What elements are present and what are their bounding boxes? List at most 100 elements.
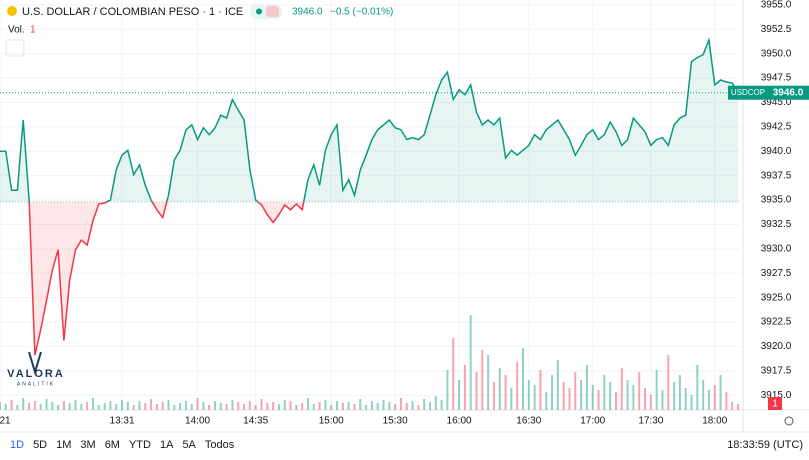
volume-bar xyxy=(452,338,455,410)
volume-bar xyxy=(510,388,513,410)
volume-bar xyxy=(580,380,583,410)
volume-bar xyxy=(591,385,594,410)
volume-bar xyxy=(167,400,170,410)
volume-bar xyxy=(632,385,635,410)
range-button[interactable]: 1D xyxy=(10,439,24,451)
y-tick-label: 3935.0 xyxy=(761,195,792,206)
volume-bar xyxy=(359,399,362,410)
volume-bar xyxy=(388,402,391,410)
volume-label: Vol. xyxy=(8,25,25,36)
volume-bar xyxy=(365,405,368,410)
volume-bar xyxy=(150,399,153,410)
range-button[interactable]: YTD xyxy=(129,439,151,451)
volume-bar xyxy=(109,401,112,410)
y-tick-label: 3947.5 xyxy=(761,73,792,84)
volume-bar xyxy=(266,403,269,410)
volume-bar xyxy=(545,392,548,410)
volume-bar xyxy=(138,401,141,410)
volume-bar xyxy=(411,401,414,410)
range-button[interactable]: 1A xyxy=(160,439,174,451)
watermark-name: VALORA xyxy=(7,368,65,380)
volume-bar xyxy=(202,402,205,410)
volume-bar xyxy=(562,382,565,410)
volume-bar xyxy=(214,401,217,410)
x-tick-label: 16:30 xyxy=(516,416,541,427)
volume-bar xyxy=(283,400,286,410)
status-eq xyxy=(266,6,279,17)
y-tick-label: 3927.5 xyxy=(761,268,792,279)
volume-bar xyxy=(690,395,693,410)
volume-bar xyxy=(481,350,484,410)
volume-bar xyxy=(440,400,443,410)
y-tick-label: 3952.5 xyxy=(761,24,792,35)
range-button[interactable]: Todos xyxy=(205,439,235,451)
volume-bar xyxy=(208,405,211,410)
range-button[interactable]: 6M xyxy=(105,439,120,451)
volume-bar xyxy=(667,355,670,410)
volume-bar xyxy=(97,405,100,410)
volume-bar xyxy=(463,365,466,410)
volume-bar xyxy=(196,398,199,410)
last-price: 3946.0 xyxy=(773,87,804,98)
area-up xyxy=(0,40,738,203)
volume-bar xyxy=(86,402,89,410)
range-button[interactable]: 3M xyxy=(80,439,95,451)
volume-bar xyxy=(272,402,275,410)
y-tick-label: 3922.5 xyxy=(761,317,792,328)
volume-bar xyxy=(516,362,519,410)
volume-bar xyxy=(51,402,54,410)
volume-bar xyxy=(330,405,333,410)
x-tick-label: 16:00 xyxy=(447,416,472,427)
volume-bar xyxy=(347,402,350,410)
y-tick-label: 3945.0 xyxy=(761,97,792,108)
volume-bar xyxy=(219,403,222,410)
x-tick-label: 15:00 xyxy=(319,416,344,427)
volume-bar xyxy=(22,398,25,410)
volume-bar xyxy=(556,360,559,410)
collapse-button[interactable] xyxy=(5,39,25,57)
volume-bar xyxy=(458,380,461,410)
range-button[interactable]: 5A xyxy=(182,439,196,451)
volume-bar xyxy=(248,401,251,410)
volume-bar xyxy=(713,385,716,410)
volume-bar xyxy=(487,355,490,410)
volume-bar xyxy=(4,404,7,410)
volume-bar xyxy=(684,388,687,410)
change: −0.5 (−0.01%) xyxy=(330,7,393,18)
y-tick-label: 3942.5 xyxy=(761,122,792,133)
volume-bar xyxy=(533,385,536,410)
volume-bar xyxy=(324,400,327,410)
volume-bar xyxy=(173,405,176,410)
volume-bar xyxy=(289,401,292,410)
volume-bar xyxy=(312,404,315,410)
volume-bar xyxy=(382,400,385,410)
volume-bar xyxy=(609,382,612,410)
volume-bar xyxy=(295,405,298,410)
settings-icon[interactable] xyxy=(784,416,794,426)
volume-bar xyxy=(638,372,641,410)
volume-bar xyxy=(539,370,542,410)
volume-bar xyxy=(568,388,571,410)
volume-bar xyxy=(574,372,577,410)
volume-bar xyxy=(341,403,344,410)
volume-bar xyxy=(277,404,280,410)
y-tick-label: 3932.5 xyxy=(761,219,792,230)
volume-bar xyxy=(336,401,339,410)
volume-bar xyxy=(57,405,60,410)
volume-bar xyxy=(28,403,31,410)
volume-bar xyxy=(394,404,397,410)
volume-bar xyxy=(161,402,164,410)
volume-bar xyxy=(80,404,83,410)
volume-bar xyxy=(237,402,240,410)
quote: 3946.0 xyxy=(292,7,323,18)
volume-bar xyxy=(62,401,65,410)
range-button[interactable]: 5D xyxy=(33,439,47,451)
volume-bar xyxy=(68,403,71,410)
volume-bar xyxy=(179,403,182,410)
symbol-badge xyxy=(728,85,768,100)
range-button[interactable]: 1M xyxy=(56,439,71,451)
volume-bar xyxy=(446,370,449,410)
volume-axis-value: 1 xyxy=(772,399,778,410)
clock: 18:33:59 (UTC) xyxy=(727,439,803,451)
